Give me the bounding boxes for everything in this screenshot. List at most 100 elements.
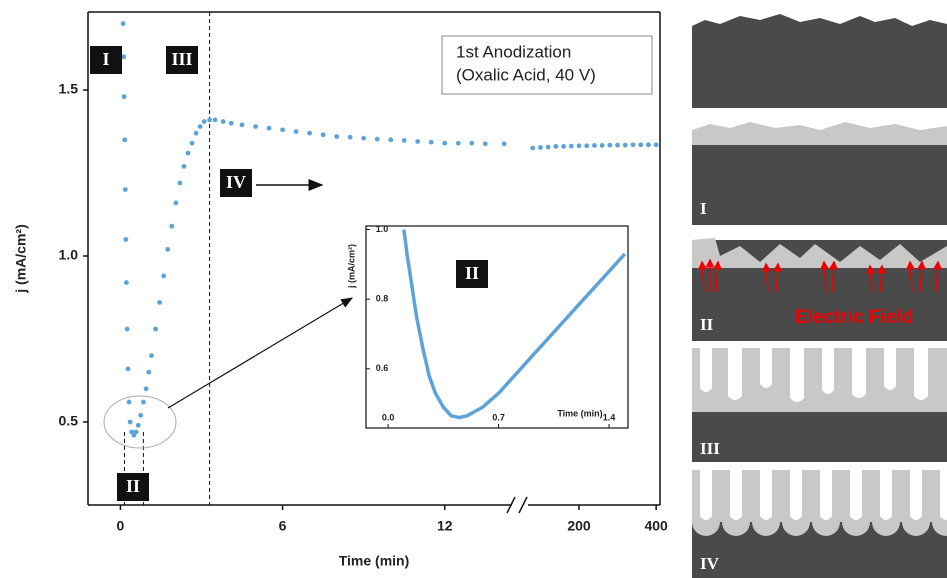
- zoom-circle: [103, 395, 177, 449]
- data-point: [197, 124, 203, 129]
- schematic-panels: I II Electric Field III IV: [692, 0, 947, 578]
- data-point: [189, 140, 195, 146]
- stage-label: I: [102, 49, 109, 69]
- data-point: [374, 136, 380, 142]
- data-point: [347, 134, 353, 140]
- data-point: [501, 141, 507, 147]
- data-point: [201, 119, 207, 124]
- arrow: [167, 297, 354, 409]
- data-point: [123, 237, 129, 242]
- panel-label: III: [700, 439, 720, 458]
- stage-label: II: [465, 263, 479, 283]
- data-point: [143, 386, 149, 392]
- data-point: [141, 399, 146, 405]
- data-point: [469, 140, 475, 146]
- data-point: [138, 412, 144, 418]
- inset-frame: [365, 225, 629, 429]
- x-axis-label: Time (min): [339, 553, 410, 569]
- y-axis-label: j (mA/cm²): [13, 224, 29, 293]
- x-tick-label: 0.0: [382, 412, 395, 422]
- data-point: [615, 142, 620, 148]
- data-point: [568, 143, 574, 149]
- data-point: [220, 119, 226, 124]
- stage-box: [456, 260, 488, 288]
- panel-label: IV: [700, 554, 720, 573]
- data-point: [133, 429, 139, 435]
- y-tick-label: 0.8: [376, 294, 389, 304]
- data-point: [122, 187, 128, 193]
- data-point: [599, 143, 605, 148]
- data-point: [307, 130, 313, 136]
- y-tick-label: 1.0: [59, 247, 79, 263]
- data-point: [607, 142, 613, 148]
- data-point: [177, 180, 183, 186]
- data-point: [638, 142, 644, 148]
- data-point: [561, 144, 566, 149]
- data-point: [584, 143, 590, 149]
- axis-break: [518, 496, 528, 514]
- panel-label: II: [700, 315, 714, 334]
- y-tick-label: 0.6: [376, 363, 389, 373]
- data-point: [146, 369, 152, 375]
- x-tick-label: 1.4: [603, 412, 616, 422]
- data-point: [455, 140, 461, 146]
- y-tick-label: 1.5: [59, 81, 79, 97]
- data-point: [361, 135, 367, 141]
- data-point: [592, 143, 597, 148]
- data-point: [266, 125, 272, 131]
- x-tick-label: 400: [644, 518, 668, 534]
- y-tick-label: 0.5: [59, 413, 79, 429]
- stage-box: [220, 169, 252, 197]
- data-point: [228, 120, 234, 126]
- panel-label: I: [700, 199, 707, 218]
- data-point: [320, 132, 326, 138]
- data-point: [124, 326, 130, 332]
- data-point: [181, 163, 187, 169]
- oxide-layer: [692, 238, 947, 268]
- data-point: [442, 140, 448, 146]
- data-point: [173, 200, 179, 206]
- stage-box: [117, 473, 149, 501]
- data-point: [388, 137, 394, 143]
- data-point: [646, 142, 651, 148]
- data-point: [576, 143, 582, 149]
- data-point: [280, 127, 285, 133]
- data-point: [334, 134, 340, 139]
- annotation-text: (Oxalic Acid, 40 V): [456, 65, 596, 84]
- stage-label: II: [126, 476, 140, 496]
- x-axis-label: Time (min): [557, 408, 602, 418]
- x-tick-label: 6: [279, 518, 287, 534]
- data-point: [293, 129, 299, 134]
- stage-box: [90, 46, 122, 74]
- stage-box: [166, 46, 198, 74]
- data-point: [239, 122, 245, 128]
- data-point: [157, 300, 163, 305]
- oxide-layer: [692, 122, 947, 145]
- data-point: [553, 144, 559, 149]
- y-tick-label: 1.0: [376, 224, 389, 234]
- data-point: [415, 139, 421, 144]
- data-point: [428, 139, 434, 145]
- data-point: [121, 94, 127, 100]
- annotation-text: 1st Anodization: [456, 42, 571, 61]
- annotation-box: [441, 35, 653, 95]
- data-point: [126, 399, 132, 405]
- main-chart: 0.5 1.0 1.5 0 6 12 200 400 Time (min) j (mA/cm²) 1…: [13, 11, 668, 569]
- data-point: [193, 130, 199, 136]
- data-point: [538, 145, 543, 150]
- data-point: [207, 117, 213, 123]
- data-point: [545, 144, 551, 150]
- data-point: [212, 117, 218, 123]
- x-tick-label: 200: [567, 518, 591, 534]
- field-arrows: [698, 258, 942, 293]
- data-line: [402, 229, 627, 420]
- data-point: [530, 145, 536, 151]
- surface: [692, 0, 947, 26]
- data-point: [135, 422, 141, 428]
- data-point: [127, 419, 133, 425]
- stage-label: III: [171, 49, 192, 69]
- data-point: [165, 246, 171, 252]
- stage-label: IV: [226, 172, 246, 192]
